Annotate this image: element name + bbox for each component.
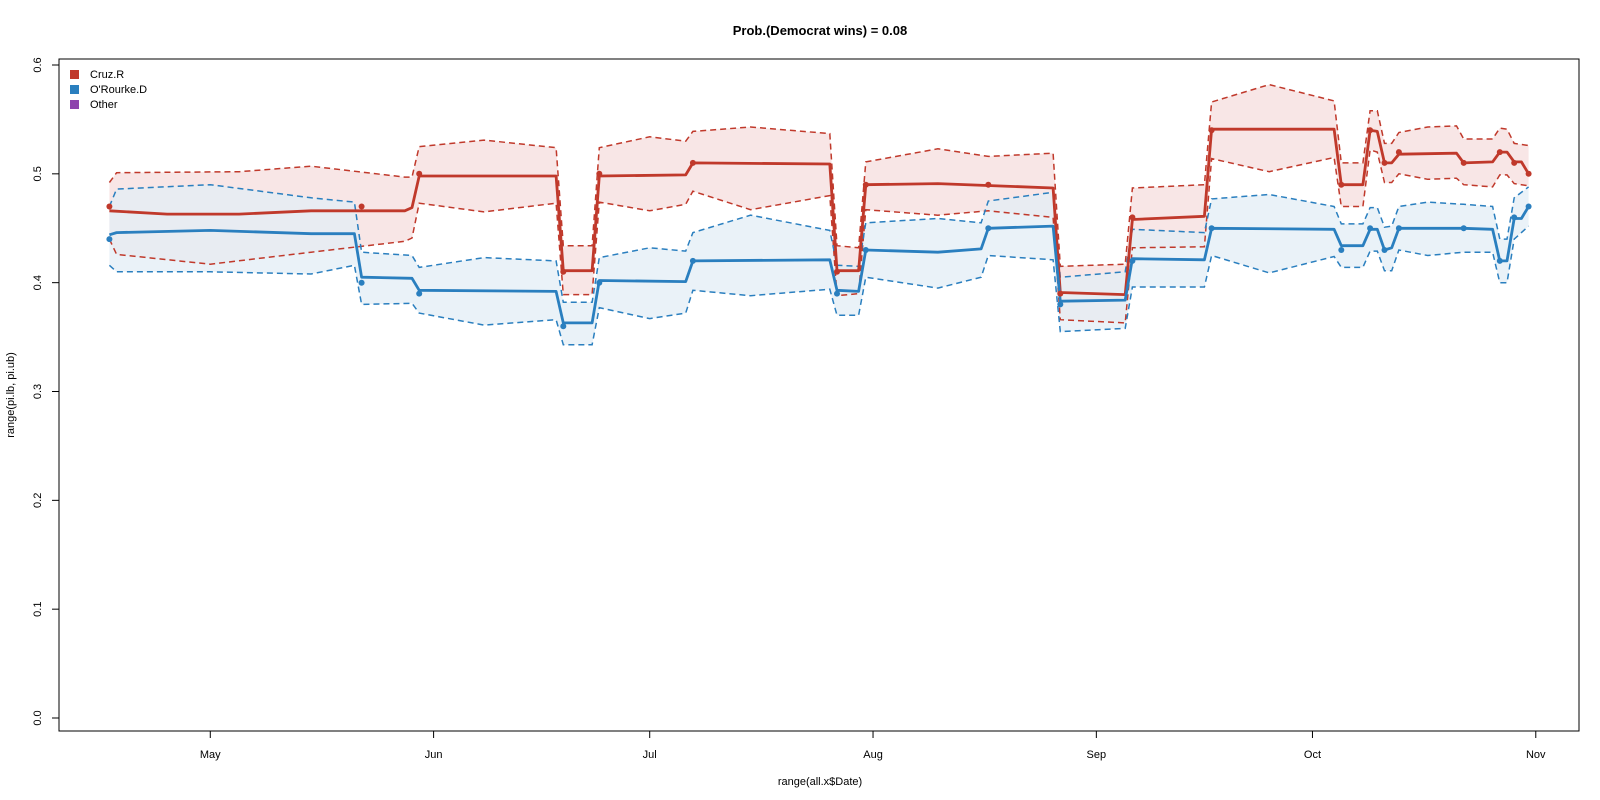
cruz-r-point	[358, 203, 365, 210]
cruz-r-point	[1460, 159, 1467, 166]
cruz-r-band	[109, 84, 1529, 323]
legend-label: O'Rourke.D	[90, 84, 147, 96]
series-points	[106, 127, 1532, 330]
o-rourke-d-point	[1511, 214, 1518, 221]
x-tick-label: Aug	[863, 749, 883, 761]
cruz-r-point	[862, 181, 869, 188]
o-rourke-d-point	[416, 290, 423, 297]
y-axis-label: range(pi.lb, pi.ub)	[5, 352, 17, 438]
x-tick-label: Sep	[1087, 749, 1107, 761]
o-rourke-d-point	[1395, 225, 1402, 232]
y-tick-label: 0.4	[32, 275, 44, 290]
cruz-r-point	[1511, 159, 1518, 166]
cruz-r-point	[1496, 149, 1503, 156]
y-tick-label: 0.6	[32, 57, 44, 72]
cruz-r-point	[1381, 159, 1388, 166]
confidence-bands	[109, 84, 1529, 345]
o-rourke-d-point	[1057, 301, 1064, 308]
o-rourke-d-point	[985, 225, 992, 232]
x-axis-label: range(all.x$Date)	[778, 776, 862, 788]
o-rourke-d-line	[108, 205, 1530, 325]
cruz-r-line	[109, 127, 1530, 297]
cruz-r-point	[1338, 181, 1345, 188]
o-rourke-d-point	[358, 279, 365, 286]
x-tick-label: Jul	[643, 749, 657, 761]
cruz-r-point	[1367, 127, 1374, 134]
legend: Cruz.R O'Rourke.D Other	[70, 69, 147, 111]
o-rourke-d-lower-bound	[108, 225, 1530, 346]
y-tick-label: 0.2	[32, 493, 44, 508]
o-rourke-d-point	[1208, 225, 1215, 232]
legend-label: Cruz.R	[90, 69, 124, 81]
o-rourke-d-point	[1381, 247, 1388, 253]
legend-swatch	[70, 85, 79, 94]
o-rourke-d-point	[862, 247, 869, 253]
o-rourke-d-point	[1525, 203, 1532, 210]
cruz-r-point	[596, 170, 603, 177]
o-rourke-d-point	[106, 236, 113, 243]
cruz-r-point	[106, 203, 113, 210]
interval-bounds	[108, 83, 1530, 346]
cruz-r-point	[834, 268, 840, 275]
y-tick-label: 0.0	[32, 710, 44, 725]
x-axis: May Jun Jul Aug Sep Oct Nov	[200, 731, 1546, 761]
y-axis: 0.0 0.1 0.2 0.3 0.4 0.5 0.6	[32, 57, 59, 726]
cruz-r-point	[1395, 149, 1402, 156]
o-rourke-d-point	[1460, 225, 1467, 232]
o-rourke-d-point	[1367, 225, 1374, 232]
x-tick-label: Oct	[1304, 749, 1321, 761]
plot-frame	[58, 58, 1580, 732]
cruz-r-point	[416, 170, 423, 177]
cruz-r-point	[1525, 170, 1532, 177]
cruz-r-upper-bound	[108, 83, 1529, 268]
legend-swatch	[70, 70, 79, 79]
o-rourke-d-band	[109, 184, 1529, 345]
o-rourke-d-point	[560, 323, 567, 330]
x-tick-label: Nov	[1526, 749, 1546, 761]
legend-swatch	[70, 100, 79, 109]
o-rourke-d-point	[689, 257, 696, 264]
y-tick-label: 0.3	[32, 384, 44, 399]
o-rourke-d-point	[1496, 257, 1503, 264]
o-rourke-d-point	[834, 290, 840, 297]
cruz-r-point	[985, 181, 992, 188]
y-tick-label: 0.1	[32, 602, 44, 617]
cruz-r-point	[1208, 127, 1215, 134]
o-rourke-d-upper-bound	[108, 183, 1530, 304]
chart-title: Prob.(Democrat wins) = 0.08	[733, 23, 907, 38]
series-lines	[108, 127, 1530, 325]
cruz-r-point	[689, 159, 696, 166]
o-rourke-d-point	[596, 279, 603, 286]
x-tick-label: May	[200, 749, 221, 761]
o-rourke-d-point	[1338, 247, 1345, 253]
cruz-r-point	[560, 268, 567, 275]
x-tick-label: Jun	[425, 749, 443, 761]
legend-label: Other	[90, 99, 118, 111]
y-tick-label: 0.5	[32, 166, 44, 181]
o-rourke-d-point	[1129, 257, 1136, 264]
cruz-r-lower-bound	[108, 148, 1529, 324]
cruz-r-point	[1129, 214, 1136, 221]
cruz-r-point	[1057, 290, 1064, 297]
